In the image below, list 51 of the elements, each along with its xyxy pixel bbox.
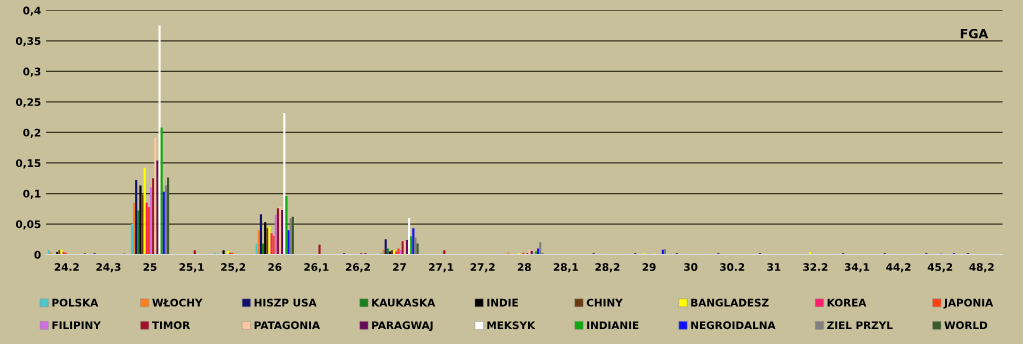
legend-label: KAUKASKA — [372, 298, 436, 307]
x-tick-label: 26,2 — [345, 263, 370, 273]
x-tick-label: 28,2 — [595, 263, 620, 273]
legend-label: FILIPINY — [52, 321, 101, 330]
legend-label: POLSKA — [52, 298, 99, 307]
legend-label: BANGLADESZ — [691, 298, 769, 307]
x-tick-label: 44,2 — [886, 263, 911, 273]
y-tick-label: 0,05 — [15, 220, 41, 230]
y-tick-label: 0,3 — [23, 67, 41, 77]
legend-label: INDIE — [487, 298, 518, 307]
y-tick-label: 0,1 — [23, 189, 41, 199]
legend-label: WŁOCHY — [152, 298, 203, 307]
x-tick-label: 31 — [767, 263, 781, 271]
legend-label: INDIANIE — [587, 321, 639, 330]
x-tick-label: 29 — [642, 263, 656, 271]
legend-label: ZIEL PRZYL — [827, 321, 893, 330]
x-tick-label: 48,2 — [969, 263, 994, 273]
y-tick-label: 0,25 — [15, 98, 41, 108]
legend-label: MEKSYK — [487, 321, 536, 330]
legend-label: JAPONIA — [943, 298, 994, 309]
x-tick-label: 25,2 — [221, 263, 246, 273]
x-tick-label: 27,1 — [429, 263, 454, 273]
x-tick-label: 24.2 — [54, 263, 79, 271]
legend-label: HISZP USA — [254, 298, 317, 307]
x-tick-label: 32.2 — [803, 263, 828, 271]
legend-label: KOREA — [827, 298, 867, 307]
x-tick-label: 34,1 — [844, 263, 870, 273]
text: FGA — [960, 28, 989, 39]
x-tick-label: 27,2 — [470, 263, 495, 273]
x-tick-label: 25,1 — [179, 263, 204, 273]
legend-label: PARAGWAJ — [372, 321, 433, 332]
x-tick-label: 25 — [143, 263, 157, 271]
x-tick-label: 24,3 — [96, 263, 121, 273]
x-tick-label: 26 — [268, 263, 282, 271]
y-tick-label: 0,4 — [23, 6, 41, 16]
legend-label: WORLD — [944, 321, 988, 330]
x-tick-label: 27 — [393, 263, 406, 271]
x-tick-label: 28,1 — [553, 263, 579, 273]
x-tick-label: 45,2 — [927, 263, 953, 273]
legend-label: TIMOR — [152, 321, 190, 330]
x-tick-label: 26,1 — [304, 263, 329, 273]
y-tick-label: 0 — [34, 250, 41, 259]
legend-label: NEGROIDALNA — [691, 321, 776, 330]
legend-label: CHINY — [586, 298, 623, 307]
x-tick-label: 30.2 — [720, 263, 745, 271]
y-tick-label: 0,35 — [15, 37, 41, 47]
x-tick-label: 28 — [517, 263, 531, 271]
legend-label: PATAGONIA — [254, 321, 320, 330]
y-tick-label: 0,2 — [23, 128, 41, 138]
x-tick-label: 30 — [684, 263, 698, 271]
y-tick-label: 0,15 — [15, 159, 41, 169]
